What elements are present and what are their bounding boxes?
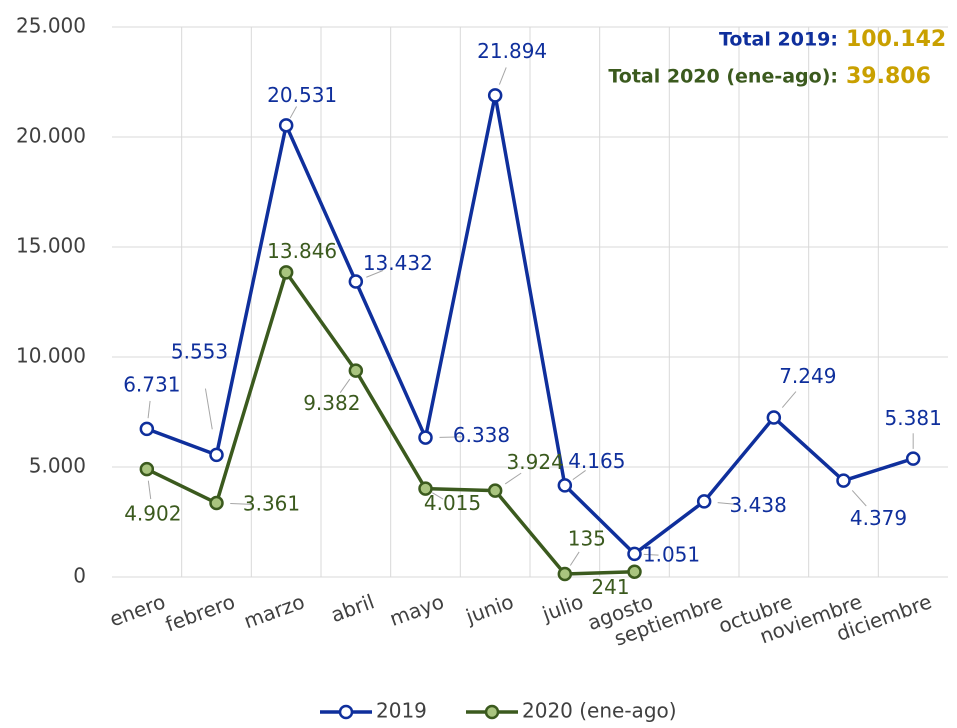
x-tick-label: julio <box>538 589 586 626</box>
marker <box>209 495 224 511</box>
marker <box>766 410 782 425</box>
y-tick-label: 20.000 <box>16 124 86 148</box>
leader-line <box>147 400 151 419</box>
leader-line <box>781 391 797 408</box>
y-tick-label: 15.000 <box>16 234 86 258</box>
marker <box>557 566 573 582</box>
marker <box>487 483 503 498</box>
series-line <box>146 270 635 576</box>
leader-line <box>498 67 507 85</box>
x-tick-label: marzo <box>241 589 308 633</box>
leader-line <box>717 502 740 506</box>
data-label: 241 <box>591 575 629 599</box>
y-tick-label: 5.000 <box>29 454 86 478</box>
leader-line <box>289 106 298 119</box>
leader-line <box>147 480 152 500</box>
data-label: 7.249 <box>779 364 836 388</box>
data-label: 1.051 <box>643 542 700 566</box>
annotation-label: Total 2020 (ene-ago): <box>608 66 838 88</box>
leader-line <box>572 470 586 481</box>
data-label: 4.015 <box>424 491 481 515</box>
data-label: 6.338 <box>453 423 510 447</box>
annotation-label: Total 2019: <box>719 29 838 51</box>
annotation-value: 100.142 <box>846 27 946 52</box>
marker <box>139 461 155 477</box>
marker <box>905 451 921 466</box>
legend-label: 2020 (ene-ago) <box>522 699 677 723</box>
x-tick-label: mayo <box>386 589 447 631</box>
marker <box>557 478 573 493</box>
data-label: 4.902 <box>124 502 181 526</box>
x-tick-label: enero <box>106 589 168 631</box>
y-tick-label: 0 <box>73 564 86 588</box>
data-label: 3.924 <box>507 450 564 474</box>
marker <box>139 421 155 437</box>
data-label: 5.553 <box>171 339 228 363</box>
marker <box>348 274 364 289</box>
x-tick-label: abril <box>328 589 378 627</box>
y-tick-label: 25.000 <box>16 14 86 38</box>
marker <box>418 430 433 445</box>
marker <box>209 447 224 463</box>
legend-marker <box>338 704 354 720</box>
marker <box>278 265 294 280</box>
leader-line <box>366 269 384 278</box>
data-label: 135 <box>568 527 606 551</box>
x-tick-label: febrero <box>162 589 238 636</box>
marker <box>348 363 364 378</box>
data-label: 5.381 <box>885 406 942 430</box>
leader-line <box>339 378 351 393</box>
marker <box>696 494 712 509</box>
data-label: 4.379 <box>850 506 907 530</box>
marker <box>278 118 294 133</box>
data-label: 4.165 <box>568 449 625 473</box>
marker <box>487 88 503 103</box>
legend-label: 2019 <box>376 699 427 723</box>
data-label: 21.894 <box>477 39 547 63</box>
data-label: 9.382 <box>303 391 360 415</box>
x-tick-label: junio <box>462 589 517 629</box>
marker <box>627 564 642 579</box>
data-label: 13.846 <box>267 239 337 263</box>
marker <box>627 546 642 562</box>
leader-line <box>643 553 659 556</box>
leader-line <box>851 490 867 507</box>
leader-line <box>230 503 253 505</box>
data-label: 13.432 <box>363 251 433 275</box>
marker <box>418 481 433 496</box>
data-label: 20.531 <box>267 83 337 107</box>
leader-line <box>569 551 580 566</box>
leader-line <box>431 492 444 500</box>
series-line <box>146 93 914 556</box>
data-label: 3.438 <box>730 493 787 517</box>
leader-line <box>504 472 522 485</box>
marker <box>836 473 851 488</box>
y-tick-label: 10.000 <box>16 344 86 368</box>
leader-line <box>204 388 213 430</box>
legend-marker <box>484 704 500 720</box>
annotation-value: 39.806 <box>846 64 931 89</box>
data-label: 3.361 <box>243 492 300 516</box>
data-label: 6.731 <box>123 372 180 396</box>
